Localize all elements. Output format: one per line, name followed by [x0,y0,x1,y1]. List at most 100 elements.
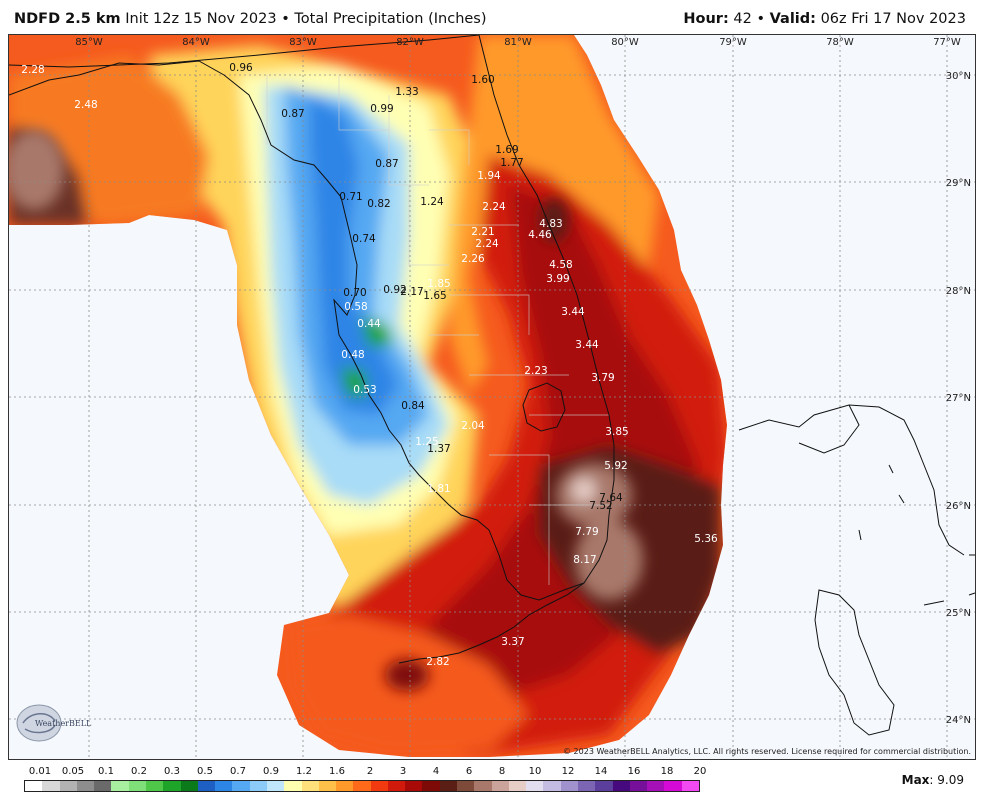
legend-swatch [284,781,302,791]
valid-value: 06z Fri 17 Nov 2023 [820,11,966,27]
value-label: 0.96 [229,62,253,74]
lat-label-29n: 29°N [946,178,971,189]
value-label: 4.83 [539,218,562,230]
legend-tick-label: 0.1 [98,766,114,777]
value-label: 2.26 [461,253,485,265]
value-label: 2.17 [400,286,423,298]
legend-swatch [180,781,198,791]
zone-deep-blue [309,95,399,415]
legend-tick-label: 0.3 [164,766,180,777]
legend-swatch [681,781,699,791]
value-label: 8.17 [573,554,596,566]
value-label: 2.28 [21,64,44,76]
legend-swatch [94,781,112,791]
value-label: 1.33 [395,86,418,98]
legend-swatch [145,781,164,791]
lat-label-27n: 27°N [946,393,971,404]
zone-green [341,317,394,397]
value-label: 2.24 [475,238,499,250]
legend-swatch [370,781,388,791]
hour-label: Hour: [683,11,729,27]
value-label: 0.92 [383,284,406,296]
legend-tick-label: 2 [366,766,374,777]
legend-swatch [578,781,596,791]
longitude-labels: 85°W 84°W 83°W 82°W 81°W 80°W 79°W 78°W … [75,37,961,48]
legend-swatch [128,781,146,791]
legend-swatch [76,781,95,791]
max-label: Max [901,773,930,787]
legend-swatch [266,781,285,791]
legend-swatch [387,781,406,791]
value-label: 4.58 [549,259,572,271]
logo-swirl-icon [16,704,62,742]
legend-swatch [526,781,544,791]
legend-tick-label: 12 [561,766,575,777]
legend-tick-label: 1.2 [296,766,312,777]
legend-tick-label: 4 [432,766,440,777]
value-label: 3.37 [501,636,524,648]
lat-label-25n: 25°N [946,608,971,619]
latitude-labels: 30°N 29°N 28°N 27°N 26°N 25°N 24°N [946,71,971,726]
value-label: 2.82 [426,656,449,668]
legend-swatch [249,781,267,791]
legend-swatch [422,781,440,791]
legend-swatch [318,781,337,791]
value-label: 1.65 [423,290,446,302]
value-label: 3.44 [561,306,585,318]
value-label: 0.87 [281,108,304,120]
product-name: Total Precipitation (Inches) [294,11,487,27]
legend-swatch [474,781,492,791]
legend-swatch [111,781,129,791]
value-label: 2.23 [524,365,547,377]
map-svg: 85°W 84°W 83°W 82°W 81°W 80°W 79°W 78°W … [9,35,975,759]
value-label: 1.37 [427,443,450,455]
core-brown-2 [575,520,643,600]
core-panhandle-brown [9,130,64,210]
legend-tick-label: 10 [528,766,542,777]
legend-labels: 0.01 0.05 0.1 0.2 0.3 0.5 0.7 0.9 1.2 1.6 2 3 4 6 8 10 1… [24,766,707,780]
legend-tick-label: 0.05 [61,766,85,777]
lake-okeechobee [522,382,566,432]
color-legend: 0.01 0.05 0.1 0.2 0.3 0.5 0.7 0.9 1.2 1.6 2 3 4 6 8 10 1… [0,760,984,808]
legend-swatch [560,781,578,791]
lon-label-81w: 81°W [504,37,532,48]
legend-swatch [457,781,475,791]
value-label: 1.94 [477,170,501,182]
value-label: 1.24 [420,196,444,208]
value-label: 4.46 [528,229,552,241]
legend-swatch [491,781,509,791]
legend-swatch [197,781,216,791]
separator-dot: • [281,11,290,27]
county-lines [266,75,609,585]
value-label: 5.36 [694,533,718,545]
core-keys-brown [385,659,429,691]
legend-swatch [25,781,43,791]
legend-swatch [301,781,319,791]
value-label: 2.04 [461,420,485,432]
separator-dot-2: • [756,11,765,27]
legend-swatch [647,781,665,791]
legend-swatch [163,781,181,791]
bahamas-small [858,464,975,606]
lon-label-80w: 80°W [611,37,639,48]
gridlines [9,35,975,759]
legend-tick-label: 1.6 [329,766,345,777]
copyright-notice: © 2023 WeatherBELL Analytics, LLC. All r… [563,747,971,756]
legend-swatch [629,781,648,791]
legend-swatch [42,781,60,791]
legend-tick-label: 0.2 [131,766,147,777]
value-label: 3.79 [591,372,614,384]
bahamas-andros [738,404,965,556]
title-left: NDFD 2.5 km Init 12z 15 Nov 2023 • Total… [14,11,487,27]
legend-swatch [439,781,458,791]
value-label: 0.70 [343,287,366,299]
header-bar: NDFD 2.5 km Init 12z 15 Nov 2023 • Total… [0,0,984,34]
lat-label-28n: 28°N [946,286,971,297]
model-name: NDFD 2.5 km [14,11,121,27]
legend-swatch [543,781,561,791]
value-labels: 2.28 2.48 0.96 1.60 1.33 0.87 0.99 1.69 … [21,62,718,668]
lon-label-78w: 78°W [826,37,854,48]
value-label: 1.85 [427,278,450,290]
state-line [9,35,480,68]
legend-swatch [508,781,527,791]
